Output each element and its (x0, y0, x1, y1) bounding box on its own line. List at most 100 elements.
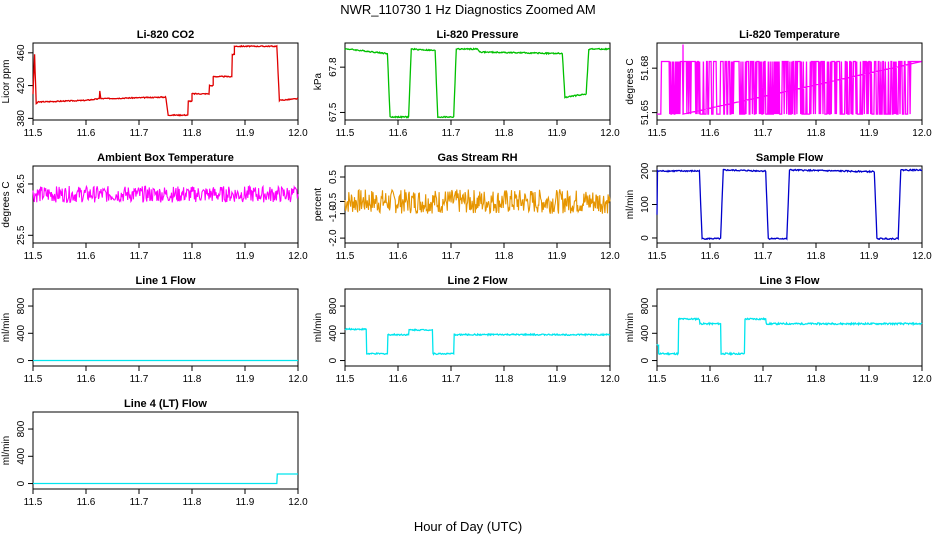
panel-licor_temp: Li-820 Temperature degrees C 11.5 11.6 11.7 1… (625, 29, 932, 139)
x-tick-label: 11.6 (77, 374, 96, 385)
x-tick-label: 11.9 (860, 374, 879, 385)
panel-title: Line 2 Flow (448, 275, 508, 287)
y-axis-label: kPa (313, 72, 324, 90)
panel-title: Gas Stream RH (437, 152, 517, 164)
y-tick-label: 0 (16, 480, 27, 486)
x-tick-label: 11.7 (442, 374, 461, 385)
series-line-line4 (33, 473, 298, 485)
y-axis-label: percent (313, 188, 324, 222)
x-tick-label: 11.5 (648, 128, 667, 139)
x-tick-label: 12.0 (288, 128, 308, 139)
x-tick-label: 11.9 (548, 128, 567, 139)
panel-rh: Gas Stream RH percent 11.5 11.6 11.7 11.8 11.9… (313, 152, 620, 262)
x-tick-label: 11.8 (495, 374, 514, 385)
y-tick-label: 51.65 (640, 100, 651, 125)
panel-title: Li-820 CO2 (137, 29, 194, 41)
y-tick-label: 400 (16, 448, 27, 465)
x-tick-label: 11.8 (183, 251, 202, 262)
panel-sample_flow: Sample Flow ml/min 11.5 11.6 11.7 11.8 11.9 12.… (625, 152, 932, 262)
y-tick-label: 400 (328, 325, 339, 342)
x-tick-label: 12.0 (912, 251, 932, 262)
y-tick-label: 800 (16, 420, 27, 437)
panel-title: Ambient Box Temperature (97, 152, 234, 164)
x-tick-label: 11.5 (336, 251, 355, 262)
figure-xlabel: Hour of Day (UTC) (414, 519, 522, 534)
panel-title: Line 4 (LT) Flow (124, 398, 207, 410)
x-tick-label: 11.6 (77, 251, 96, 262)
series-line-licor_temp (657, 44, 922, 115)
x-tick-label: 11.5 (336, 374, 355, 385)
panel-title: Line 1 Flow (136, 275, 196, 287)
x-tick-label: 11.7 (442, 251, 461, 262)
x-tick-label: 11.6 (389, 251, 408, 262)
x-tick-label: 11.8 (183, 128, 202, 139)
plot-frame (344, 288, 611, 367)
panel-title: Line 3 Flow (760, 275, 820, 287)
series-line-co2 (32, 44, 299, 117)
y-tick-label: 800 (640, 297, 651, 314)
y-tick-label: 400 (16, 325, 27, 342)
plot-frame (656, 42, 923, 121)
x-tick-label: 11.5 (648, 251, 667, 262)
y-tick-label: 420 (16, 77, 27, 94)
y-axis-label: ml/min (1, 313, 12, 342)
x-tick-label: 11.8 (495, 251, 514, 262)
x-tick-label: 12.0 (912, 374, 932, 385)
figure-title: NWR_110730 1 Hz Diagnostics Zoomed AM (340, 2, 596, 17)
plot-frame (32, 411, 299, 490)
y-tick-label: 67.8 (328, 57, 339, 77)
x-tick-label: 12.0 (288, 497, 308, 508)
y-axis-label: degrees C (1, 181, 12, 227)
y-tick-label: -0.5 (328, 192, 339, 210)
x-tick-label: 11.6 (389, 128, 408, 139)
x-tick-label: 11.6 (389, 374, 408, 385)
panel-title: Li-820 Temperature (739, 29, 840, 41)
x-tick-label: 11.5 (24, 251, 43, 262)
y-tick-label: 400 (640, 325, 651, 342)
x-tick-label: 11.7 (754, 374, 773, 385)
x-tick-label: 11.5 (24, 497, 43, 508)
panels: Li-820 CO2 Licor ppm 11.5 11.6 11.7 11.8 11.9 1… (1, 29, 932, 508)
x-tick-label: 11.9 (236, 497, 255, 508)
x-tick-label: 11.7 (754, 251, 773, 262)
x-tick-label: 11.5 (24, 374, 43, 385)
x-tick-label: 11.6 (77, 128, 96, 139)
x-tick-label: 11.9 (548, 251, 567, 262)
panel-line3: Line 3 Flow ml/min 11.5 11.6 11.7 11.8 11.9 12.… (625, 275, 932, 385)
x-tick-label: 11.7 (130, 128, 149, 139)
x-tick-label: 11.9 (236, 128, 255, 139)
panel-ambient_temp: Ambient Box Temperature degrees C 11.5 11.6… (1, 152, 308, 262)
x-tick-label: 12.0 (912, 128, 932, 139)
y-tick-label: 100 (640, 196, 651, 213)
y-tick-label: 380 (16, 110, 27, 127)
panel-co2: Li-820 CO2 Licor ppm 11.5 11.6 11.7 11.8 11.9 1… (1, 29, 308, 139)
x-tick-label: 11.7 (130, 374, 149, 385)
panel-line4: Line 4 (LT) Flow ml/min 11.5 11.6 11.7 11.8 11… (1, 398, 308, 508)
y-axis-label: degrees C (625, 58, 636, 104)
panel-title: Sample Flow (756, 152, 824, 164)
plot-frame (656, 288, 923, 367)
x-tick-label: 11.6 (77, 497, 96, 508)
x-tick-label: 12.0 (288, 374, 308, 385)
plot-frame (344, 42, 611, 121)
x-tick-label: 11.8 (183, 497, 202, 508)
y-tick-label: 0 (640, 357, 651, 363)
series-line-pressure (344, 47, 611, 119)
y-tick-label: 0.5 (328, 170, 339, 184)
x-tick-label: 12.0 (600, 128, 620, 139)
x-tick-label: 11.5 (648, 374, 667, 385)
x-tick-label: 11.9 (548, 374, 567, 385)
y-axis-label: Licor ppm (1, 60, 12, 104)
plot-frame (32, 288, 299, 367)
plot-frame (32, 42, 299, 121)
series-line-rh (344, 188, 611, 215)
x-tick-label: 11.6 (701, 374, 720, 385)
x-tick-label: 11.9 (236, 251, 255, 262)
x-tick-label: 11.7 (130, 251, 149, 262)
y-axis-label: ml/min (1, 436, 12, 465)
panel-pressure: Li-820 Pressure kPa 11.5 11.6 11.7 11.8 11.9 12… (313, 29, 620, 139)
y-tick-label: 51.68 (640, 55, 651, 80)
series-line-ambient_temp (32, 184, 299, 204)
panel-line1: Line 1 Flow ml/min 11.5 11.6 11.7 11.8 11.9 12.… (1, 275, 308, 385)
